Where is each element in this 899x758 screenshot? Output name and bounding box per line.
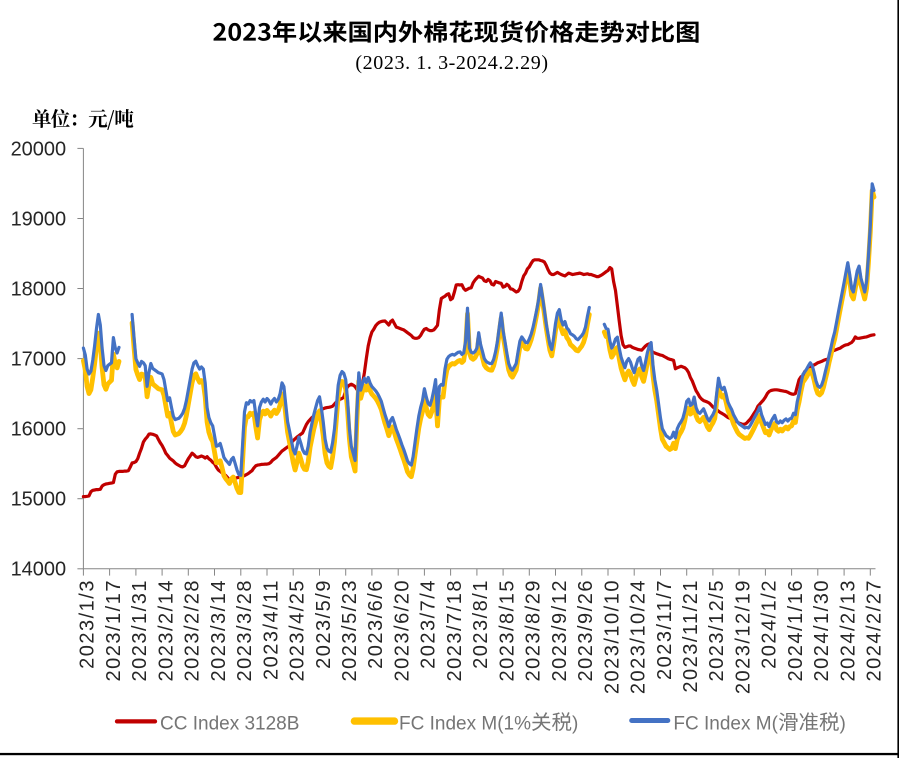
svg-text:2023/8/29: 2023/8/29	[523, 579, 545, 681]
svg-text:14000: 14000	[11, 559, 67, 581]
svg-text:2023/3/28: 2023/3/28	[234, 579, 256, 681]
svg-text:2023/11/7: 2023/11/7	[654, 579, 676, 680]
svg-text:2024/2/27: 2024/2/27	[864, 579, 886, 681]
svg-text:20000: 20000	[11, 138, 67, 160]
svg-text:2023/10/10: 2023/10/10	[601, 579, 623, 694]
svg-text:2023/1/3: 2023/1/3	[77, 579, 99, 669]
svg-text:2023/6/20: 2023/6/20	[392, 579, 414, 681]
svg-text:2023/6/6: 2023/6/6	[365, 579, 387, 669]
svg-text:FC Index M(: FC Index M(	[673, 713, 778, 734]
svg-text:2023/10/24: 2023/10/24	[628, 579, 650, 694]
svg-text:2023/9/26: 2023/9/26	[575, 579, 597, 681]
svg-text:17000: 17000	[11, 349, 67, 371]
svg-text:): )	[840, 713, 846, 734]
svg-text:): )	[572, 713, 578, 734]
svg-text:2023/12/5: 2023/12/5	[706, 579, 728, 681]
svg-text:16000: 16000	[11, 419, 67, 441]
svg-text:CC Index 3128B: CC Index 3128B	[160, 713, 299, 734]
svg-text:2023/2/14: 2023/2/14	[155, 579, 177, 681]
svg-text:2024/1/2: 2024/1/2	[759, 579, 781, 669]
svg-text:2023/2/28: 2023/2/28	[182, 579, 204, 681]
svg-text:18000: 18000	[11, 278, 67, 300]
svg-text:FC Index M(1%: FC Index M(1%	[399, 713, 531, 734]
svg-text:2023/4/25: 2023/4/25	[287, 579, 309, 681]
svg-text:2023/8/15: 2023/8/15	[496, 579, 518, 681]
svg-text:2023/4/11: 2023/4/11	[260, 579, 282, 680]
svg-text:2023/9/12: 2023/9/12	[549, 579, 571, 681]
svg-text:2023/1/17: 2023/1/17	[103, 579, 125, 681]
svg-text:2023/5/9: 2023/5/9	[313, 579, 335, 669]
svg-text:2023/1/31: 2023/1/31	[129, 579, 151, 681]
svg-text:19000: 19000	[11, 208, 67, 230]
svg-text:2024/1/30: 2024/1/30	[811, 579, 833, 681]
svg-text:2023/11/21: 2023/11/21	[680, 579, 702, 693]
svg-text:2024/1/16: 2024/1/16	[785, 579, 807, 681]
svg-text:2023/8/1: 2023/8/1	[470, 579, 492, 669]
svg-text:2023/3/14: 2023/3/14	[208, 579, 230, 681]
svg-text:2023/5/23: 2023/5/23	[339, 579, 361, 681]
svg-text:2023/7/18: 2023/7/18	[444, 579, 466, 681]
svg-text:15000: 15000	[11, 489, 67, 511]
svg-text:2023/7/4: 2023/7/4	[418, 579, 440, 669]
svg-text:2024/2/13: 2024/2/13	[837, 579, 859, 681]
svg-text:(2023. 1. 3-2024.2.29): (2023. 1. 3-2024.2.29)	[355, 52, 548, 74]
svg-text:2023/12/19: 2023/12/19	[732, 579, 754, 694]
